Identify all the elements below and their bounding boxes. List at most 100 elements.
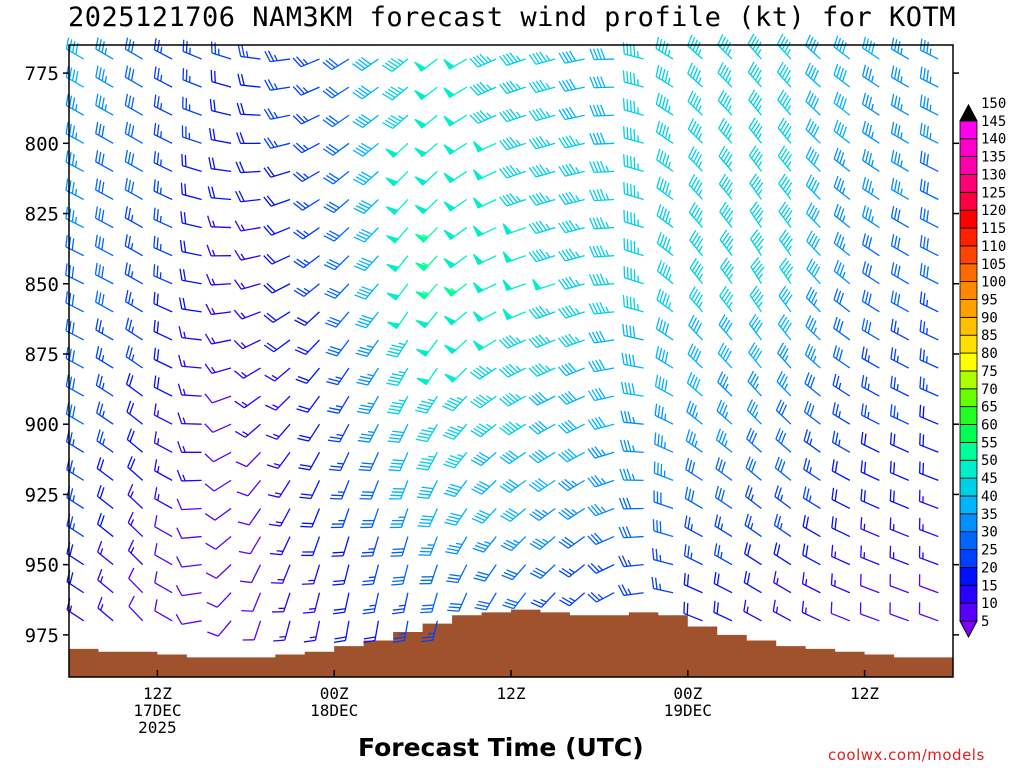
wind-barb <box>623 210 644 229</box>
plot-frame <box>68 44 954 678</box>
wind-barb <box>746 427 762 453</box>
colorbar-box <box>959 549 978 568</box>
wind-barb <box>587 387 615 402</box>
wind-barb <box>469 81 497 96</box>
wind-barb <box>153 151 173 172</box>
colorbar-box <box>959 227 978 247</box>
wind-barb <box>559 592 586 607</box>
wind-barb <box>743 599 762 622</box>
wind-barb <box>528 107 556 122</box>
wind-barb <box>718 145 733 172</box>
terrain-layer <box>69 609 953 677</box>
x-tick-label: 19DEC <box>664 701 712 720</box>
wind-barb <box>327 423 350 443</box>
wind-barb <box>558 248 585 262</box>
wind-barb <box>683 544 703 566</box>
wind-barb <box>713 571 733 594</box>
wind-barb <box>743 571 762 594</box>
wind-barb <box>919 319 939 341</box>
wind-barb <box>387 311 409 330</box>
wind-barb <box>589 160 615 174</box>
wind-barb <box>833 175 851 200</box>
wind-barb <box>263 137 291 149</box>
wind-barb <box>154 487 173 510</box>
wind-barb <box>719 229 734 257</box>
wind-barb <box>499 392 527 407</box>
wind-barb <box>684 515 703 538</box>
wind-barb <box>802 514 821 538</box>
wind-barb <box>361 564 380 586</box>
wind-barb <box>775 399 792 425</box>
wind-barb <box>469 53 497 68</box>
wind-barb <box>392 620 409 644</box>
wind-barb <box>890 206 910 229</box>
wind-barb <box>623 238 644 257</box>
wind-barb <box>471 508 497 524</box>
wind-barb <box>653 490 674 510</box>
wind-barb <box>501 564 527 581</box>
wind-barb <box>323 170 350 185</box>
wind-barb <box>502 223 526 235</box>
wind-barb <box>124 234 143 257</box>
wind-barb <box>153 66 173 88</box>
wind-barb <box>96 457 114 481</box>
colorbar-label: 60 <box>981 418 998 434</box>
wind-barb <box>415 311 438 329</box>
colorbar-box <box>959 441 978 461</box>
wind-barb <box>472 140 497 153</box>
wind-barb <box>443 58 468 70</box>
wind-barb <box>178 354 202 369</box>
wind-barb <box>530 564 556 579</box>
wind-barb <box>558 276 585 290</box>
wind-barb <box>746 399 762 425</box>
colorbar-label: 25 <box>981 543 998 559</box>
wind-barb <box>385 199 409 216</box>
wind-barb <box>472 225 497 237</box>
wind-barb <box>447 592 468 612</box>
wind-barb <box>499 52 526 66</box>
wind-barb <box>656 176 674 201</box>
wind-barb <box>443 86 468 99</box>
wind-barb <box>718 117 733 144</box>
wind-barb <box>444 339 468 355</box>
wind-barb <box>830 544 851 566</box>
x-tick-label: 00Z <box>320 684 349 703</box>
wind-barb <box>124 149 143 172</box>
wind-barb <box>805 146 821 172</box>
wind-barb <box>528 477 556 493</box>
colorbar-box <box>959 245 978 265</box>
wind-barb <box>499 421 527 436</box>
wind-barb <box>237 44 261 60</box>
wind-barb <box>266 451 291 469</box>
wind-barb <box>833 35 851 60</box>
wind-barb <box>154 515 173 538</box>
wind-barb <box>860 573 880 594</box>
wind-barb <box>323 198 350 214</box>
wind-barb <box>472 282 497 294</box>
wind-barb <box>685 429 703 453</box>
wind-barb <box>919 433 939 453</box>
wind-barb <box>416 339 438 357</box>
wind-barb <box>714 514 733 538</box>
wind-barb <box>179 239 202 257</box>
wind-barb <box>95 37 114 60</box>
wind-barb <box>747 61 762 88</box>
wind-barb <box>745 456 762 481</box>
wind-barb <box>128 567 144 594</box>
y-tick-label: 775 <box>25 63 59 85</box>
wind-barb <box>749 173 764 200</box>
colorbar-min-arrow <box>959 620 978 639</box>
wind-barb <box>473 564 497 582</box>
wind-barb <box>772 599 792 622</box>
wind-barb <box>390 536 409 557</box>
wind-barb <box>683 601 703 622</box>
wind-barb <box>890 347 910 369</box>
colorbar-box <box>959 406 978 425</box>
wind-barb <box>589 132 615 145</box>
y-tick-label: 875 <box>25 344 59 366</box>
wind-barb <box>264 367 291 382</box>
wind-barb <box>94 206 114 229</box>
wind-barb <box>861 205 880 229</box>
wind-barb <box>153 122 173 144</box>
wind-barb <box>322 114 350 128</box>
